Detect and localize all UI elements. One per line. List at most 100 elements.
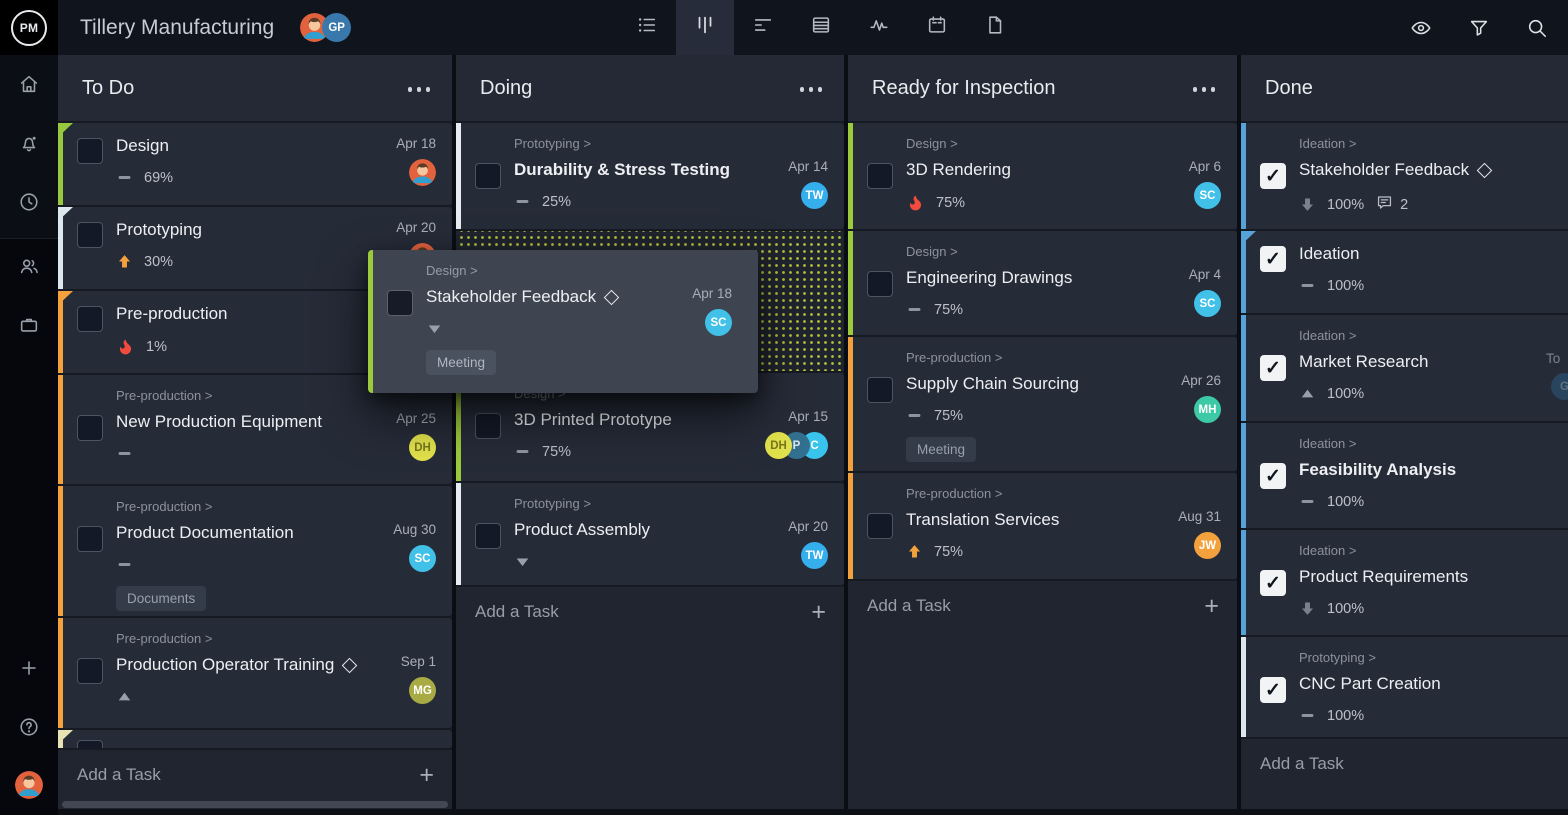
column-menu-button[interactable] [1192, 87, 1215, 92]
card-fold-corner [63, 123, 73, 137]
tab-page-view[interactable] [966, 0, 1024, 55]
add-task-button[interactable]: Add a Task+ [1241, 737, 1568, 789]
user-avatar[interactable] [15, 771, 43, 799]
task-card-main: Prototyping > CNC Part Creation 100% [1299, 650, 1568, 737]
task-card[interactable]: Pre-production > Supply Chain Sourcing 75%… [848, 337, 1237, 471]
task-checkbox[interactable] [387, 290, 413, 316]
task-card[interactable]: Pre-production > Production Operator Trai… [58, 618, 452, 728]
task-checkbox[interactable] [77, 138, 103, 164]
person-avatar [409, 159, 436, 186]
main-sidebar [0, 55, 58, 815]
task-checkbox[interactable] [77, 658, 103, 684]
kanban-board[interactable]: To Do Design 69% Apr 18 Prototyping 30% Apr 20… [58, 55, 1568, 815]
tab-gantt-view[interactable] [734, 0, 792, 55]
sidebar-item-help[interactable] [0, 700, 58, 759]
task-checkbox[interactable]: ✓ [1260, 463, 1286, 489]
task-card[interactable]: Design 69% Apr 18 [58, 123, 452, 205]
tab-list-view[interactable] [618, 0, 676, 55]
task-checkbox[interactable] [867, 377, 893, 403]
task-meta [116, 688, 352, 705]
sidebar-item-team[interactable] [0, 239, 58, 298]
task-card[interactable]: ✓ Ideation > Feasibility Analysis 100% [1241, 423, 1568, 528]
sidebar-item-bell[interactable] [0, 116, 58, 175]
task-card[interactable]: Design > 3D Rendering 75% Apr 6 SC [848, 123, 1237, 229]
task-meta: 69% [116, 169, 352, 186]
task-card[interactable]: ✓ Ideation > Stakeholder Feedback 100% 2 [1241, 123, 1568, 229]
task-title-text: Product Requirements [1299, 567, 1469, 586]
task-card[interactable]: Prototyping > Product Assembly Apr 20 TW [456, 483, 844, 585]
task-meta: 1% [116, 337, 352, 356]
list-view-icon [636, 14, 658, 41]
task-comments[interactable]: 2 [1375, 193, 1408, 216]
task-checkbox[interactable] [475, 413, 501, 439]
assignee-avatars: TW [801, 182, 828, 209]
dragged-card[interactable]: Design > Stakeholder Feedback Meeting Apr 1… [368, 250, 758, 393]
task-card[interactable]: Pre-production > Translation Services 75% A… [848, 473, 1237, 579]
sidebar-item-briefcase[interactable] [0, 298, 58, 357]
task-title: Durability & Stress Testing [514, 160, 744, 180]
column-ready-for-inspection: Ready for Inspection Design > 3D Rendering… [848, 55, 1237, 815]
task-checkbox[interactable]: ✓ [1260, 163, 1286, 189]
task-card-main: Pre-production > Product Documentation Doc… [116, 499, 436, 616]
task-card[interactable]: ✓ Ideation > Market Research 100% To G [1241, 315, 1568, 421]
task-card-right: Apr 15 DH P C [765, 409, 828, 459]
eye-icon[interactable] [1410, 17, 1432, 39]
task-checkbox[interactable] [867, 163, 893, 189]
column-doing: Doing Prototyping > Durability & Stress Te… [456, 55, 844, 815]
search-icon[interactable] [1526, 17, 1548, 39]
task-due-date: Apr 20 [788, 519, 828, 534]
task-card-partial[interactable] [58, 730, 452, 748]
task-progress: 75% [936, 194, 966, 211]
add-task-button[interactable]: Add a Task+ [456, 585, 844, 637]
task-checkbox[interactable]: ✓ [1260, 677, 1286, 703]
task-checkbox[interactable] [867, 271, 893, 297]
sidebar-item-clock[interactable] [0, 175, 58, 234]
column-menu-button[interactable] [799, 87, 822, 92]
assignee-avatars: DH P C [765, 432, 828, 459]
task-checkbox[interactable]: ✓ [1260, 246, 1286, 272]
tab-activity-view[interactable] [850, 0, 908, 55]
plus-icon: + [811, 597, 826, 626]
task-card[interactable]: Pre-production > Product Documentation Doc… [58, 486, 452, 616]
column-menu-button[interactable] [407, 87, 430, 92]
task-title-text: Feasibility Analysis [1299, 460, 1457, 479]
task-progress: 100% [1327, 493, 1365, 510]
tab-calendar-view[interactable] [908, 0, 966, 55]
task-checkbox[interactable] [77, 222, 103, 248]
task-meta: 100% [1299, 385, 1531, 402]
add-task-button[interactable]: Add a Task+ [848, 579, 1237, 631]
task-checkbox[interactable] [475, 523, 501, 549]
task-checkbox[interactable] [475, 163, 501, 189]
horizontal-scrollbar-thumb[interactable] [62, 801, 448, 808]
task-card[interactable]: ✓ Ideation 100% [1241, 231, 1568, 313]
task-title-text: Supply Chain Sourcing [906, 374, 1079, 393]
arrow-up-priority-icon [906, 543, 923, 560]
sidebar-item-home[interactable] [0, 57, 58, 116]
task-card[interactable]: Design > Engineering Drawings 75% Apr 4 SC [848, 231, 1237, 335]
task-checkbox[interactable] [77, 306, 103, 332]
task-card[interactable]: Prototyping > Durability & Stress Testing… [456, 123, 844, 229]
task-meta: 75% [514, 443, 744, 460]
task-checkbox[interactable] [77, 740, 103, 748]
add-task-button[interactable]: Add a Task+ [58, 748, 452, 800]
filter-icon[interactable] [1468, 17, 1490, 39]
task-checkbox[interactable] [867, 513, 893, 539]
tab-sheet-view[interactable] [792, 0, 850, 55]
task-card[interactable]: ✓ Prototyping > CNC Part Creation 100% [1241, 637, 1568, 737]
app-logo[interactable]: PM [0, 0, 58, 55]
task-checkbox[interactable] [77, 415, 103, 441]
sidebar-item-plus[interactable] [0, 641, 58, 700]
task-progress: 75% [934, 407, 964, 424]
task-breadcrumb: Pre-production > [906, 350, 1003, 365]
task-card[interactable]: Design > Stakeholder Feedback Meeting Apr 1… [368, 250, 758, 393]
initials-avatar: GP [322, 13, 352, 42]
task-checkbox[interactable]: ✓ [1260, 355, 1286, 381]
task-checkbox[interactable]: ✓ [1260, 570, 1286, 596]
task-checkbox[interactable] [77, 526, 103, 552]
task-card[interactable]: Pre-production > New Production Equipment… [58, 375, 452, 484]
tab-board-view[interactable] [676, 0, 734, 55]
task-card[interactable]: ✓ Ideation > Product Requirements 100% [1241, 530, 1568, 635]
initials-avatar: SC [1194, 290, 1221, 317]
task-progress: 100% [1327, 600, 1365, 617]
dash-priority-icon [116, 556, 133, 573]
